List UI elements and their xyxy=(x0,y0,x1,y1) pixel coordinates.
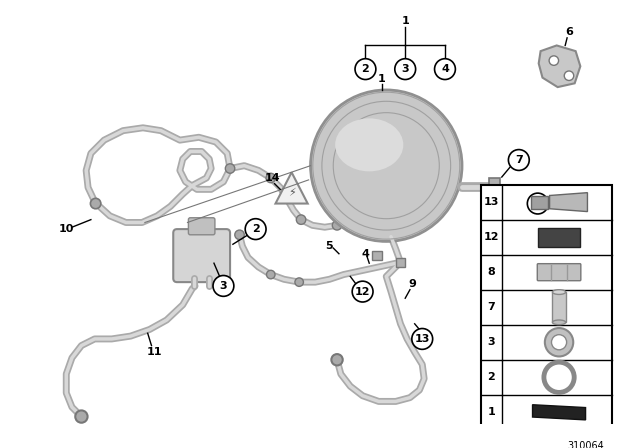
FancyBboxPatch shape xyxy=(173,229,230,282)
Text: 13: 13 xyxy=(415,334,430,344)
Text: ⚡: ⚡ xyxy=(288,188,296,198)
Text: 3: 3 xyxy=(401,64,409,74)
Bar xyxy=(372,251,381,260)
Text: 14: 14 xyxy=(265,173,280,183)
Text: 3: 3 xyxy=(488,337,495,347)
Text: 7: 7 xyxy=(488,302,495,312)
Polygon shape xyxy=(550,193,588,211)
Bar xyxy=(531,195,548,209)
Circle shape xyxy=(412,328,433,349)
Text: 12: 12 xyxy=(355,287,371,297)
Circle shape xyxy=(395,59,415,80)
Circle shape xyxy=(295,278,303,286)
Text: 9: 9 xyxy=(409,279,417,289)
FancyBboxPatch shape xyxy=(537,264,581,281)
Text: 2: 2 xyxy=(252,224,259,234)
Text: 310064: 310064 xyxy=(567,441,604,448)
Polygon shape xyxy=(275,172,308,203)
Circle shape xyxy=(90,198,101,209)
Text: 6: 6 xyxy=(565,27,573,37)
Text: 1: 1 xyxy=(488,407,495,417)
Bar xyxy=(552,292,566,323)
Text: 10: 10 xyxy=(59,224,74,234)
Circle shape xyxy=(508,150,529,170)
Circle shape xyxy=(235,230,244,240)
Text: 3: 3 xyxy=(220,281,227,291)
Circle shape xyxy=(564,71,573,81)
Circle shape xyxy=(435,59,456,80)
Bar xyxy=(396,258,405,267)
Text: 2: 2 xyxy=(362,64,369,74)
Ellipse shape xyxy=(552,290,566,294)
Polygon shape xyxy=(532,405,586,420)
FancyBboxPatch shape xyxy=(188,218,215,235)
Circle shape xyxy=(296,215,306,224)
Circle shape xyxy=(245,219,266,240)
Circle shape xyxy=(225,164,235,173)
Text: 2: 2 xyxy=(488,372,495,382)
Text: 1: 1 xyxy=(401,16,409,26)
Circle shape xyxy=(527,193,548,214)
Circle shape xyxy=(352,281,373,302)
Circle shape xyxy=(310,90,462,241)
Circle shape xyxy=(549,56,559,65)
Bar xyxy=(488,178,500,195)
Circle shape xyxy=(545,328,573,357)
Text: 8: 8 xyxy=(488,267,495,277)
Ellipse shape xyxy=(335,118,403,172)
Circle shape xyxy=(355,59,376,80)
Text: 5: 5 xyxy=(326,241,333,251)
Circle shape xyxy=(266,173,275,183)
Circle shape xyxy=(332,220,342,230)
Circle shape xyxy=(213,276,234,296)
Text: 4: 4 xyxy=(441,64,449,74)
Polygon shape xyxy=(539,45,580,87)
Text: 4: 4 xyxy=(362,249,369,259)
Text: 13: 13 xyxy=(484,197,499,207)
Text: 1: 1 xyxy=(378,73,385,84)
Bar xyxy=(538,228,580,247)
Text: 12: 12 xyxy=(484,232,499,242)
Circle shape xyxy=(76,410,88,423)
Bar xyxy=(481,185,612,430)
Circle shape xyxy=(266,270,275,279)
Text: 7: 7 xyxy=(515,155,523,165)
Circle shape xyxy=(332,354,343,366)
Ellipse shape xyxy=(552,320,566,325)
Text: 8: 8 xyxy=(534,198,541,209)
Circle shape xyxy=(552,335,566,350)
Text: 11: 11 xyxy=(147,347,162,357)
